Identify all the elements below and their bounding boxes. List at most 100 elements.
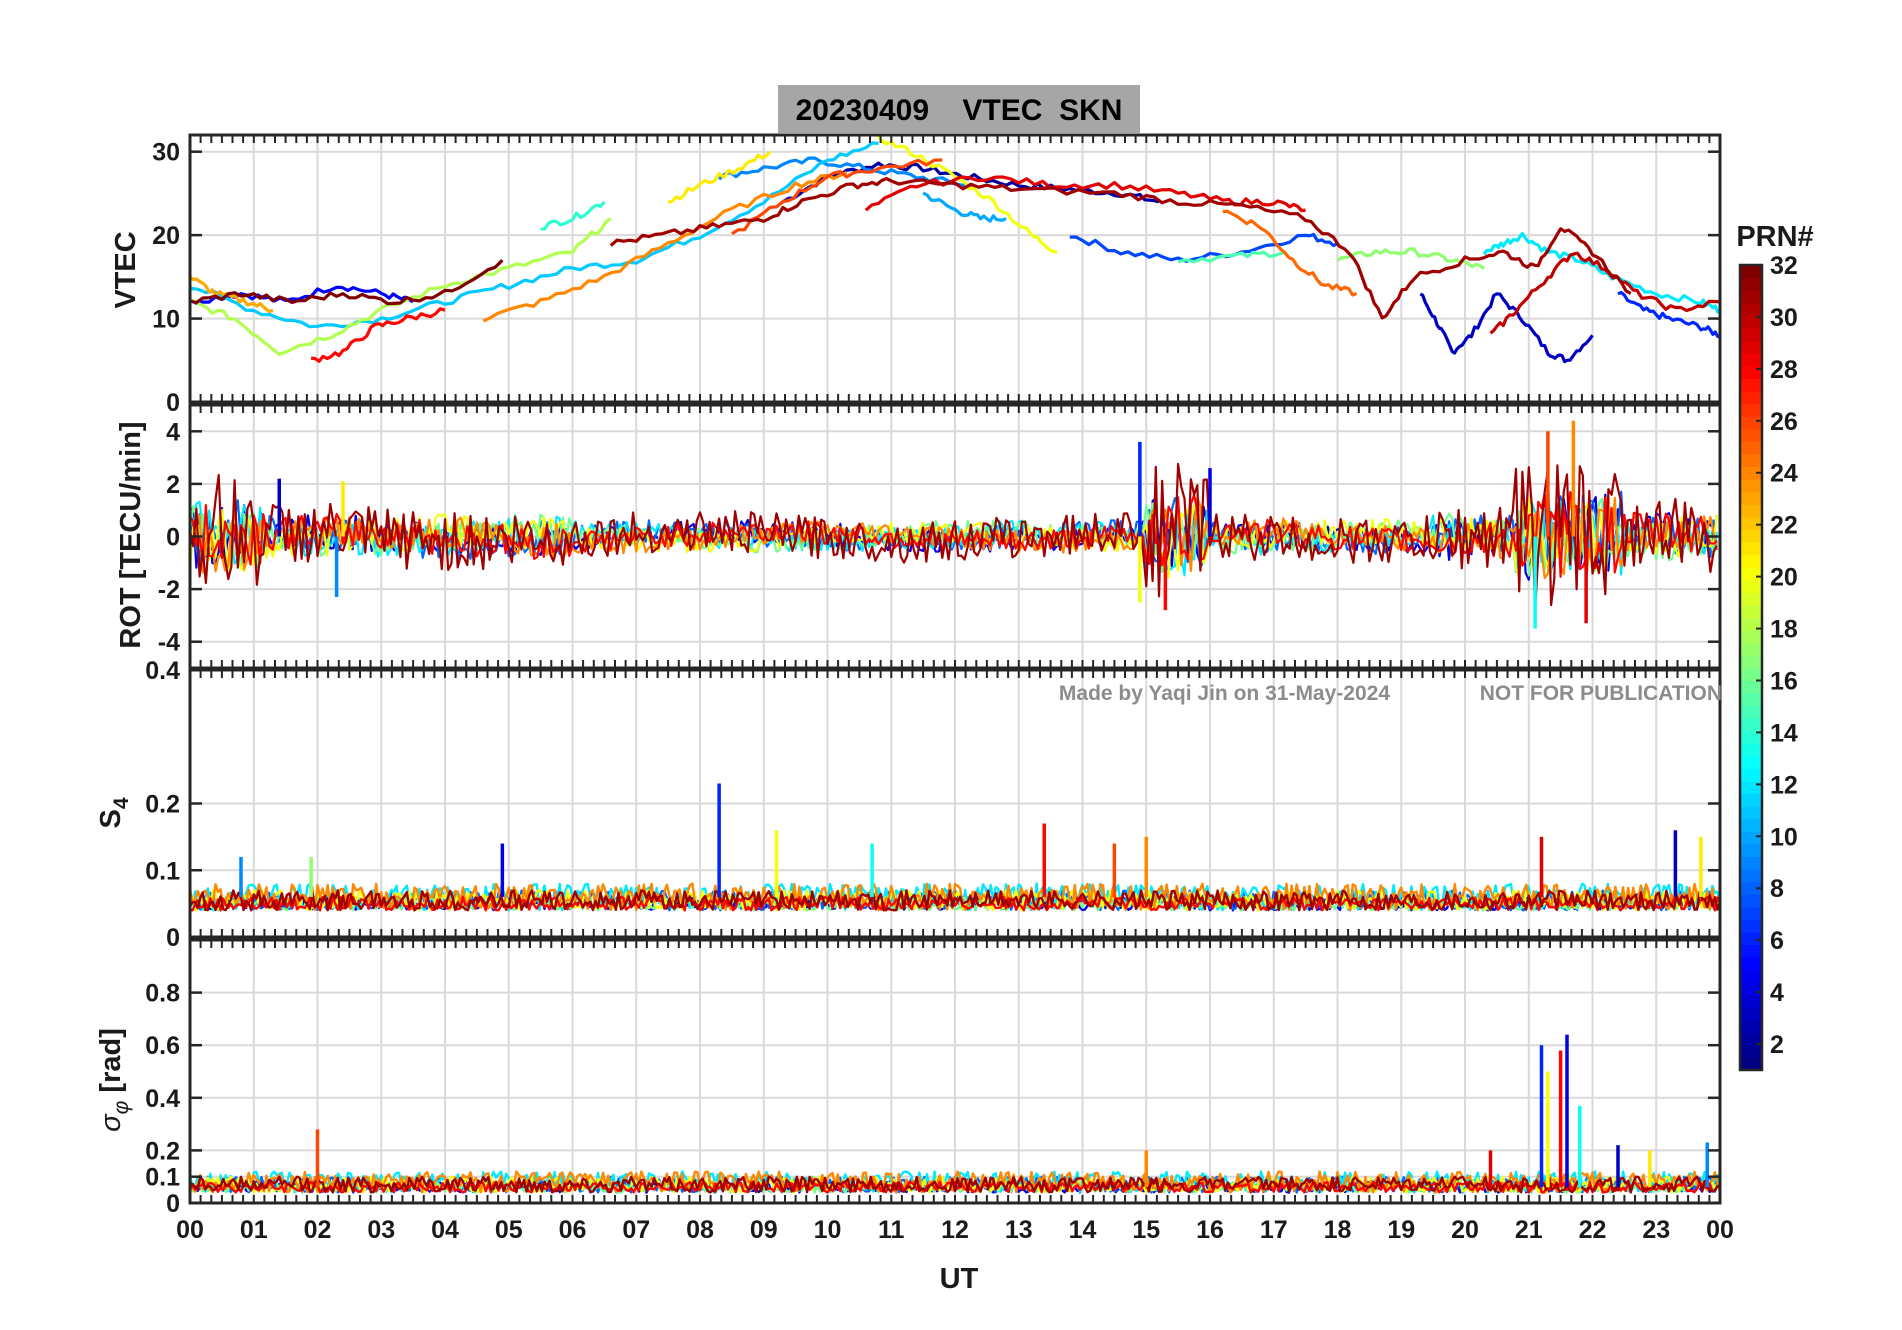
x-tick-label: 07 (622, 1216, 650, 1244)
x-tick-label: 02 (304, 1216, 332, 1244)
x-tick-label: 16 (1196, 1216, 1224, 1244)
colorbar-segment (1740, 868, 1762, 883)
colorbar-tick-label: 30 (1770, 304, 1798, 332)
rot-minor-ticks (189, 405, 1721, 668)
vtec-series-prn-24 (482, 171, 848, 323)
vtec-series-prn-11 (190, 141, 879, 329)
colorbar-segment (1740, 780, 1762, 795)
colorbar-segment (1740, 768, 1762, 782)
vtec-series-prn-6 (1617, 290, 1720, 338)
colorbar-segment (1740, 919, 1762, 933)
chart-title-box (778, 85, 1140, 133)
colorbar-segment (1740, 969, 1762, 983)
vtec-ytick-label: 10 (152, 306, 180, 334)
colorbar-segment (1740, 743, 1762, 757)
colorbar-tick-label: 10 (1770, 823, 1798, 851)
sigma_phi-trace-prn-31 (190, 1175, 1720, 1194)
colorbar-segment (1740, 982, 1762, 996)
sigma_phi-minor-ticks (189, 940, 1721, 1203)
sigma_phi-ytick-label: 0.6 (145, 1032, 180, 1060)
rot-panel: -4 -2 0 2 4 (158, 403, 1722, 670)
s4-ytick-label: 0 (166, 924, 180, 952)
colorbar-tick-label: 18 (1770, 616, 1798, 644)
x-tick-label: 09 (750, 1216, 778, 1244)
rot-ytick-label: -2 (158, 576, 180, 604)
x-tick-label: 04 (431, 1216, 459, 1244)
colorbar-segment (1740, 390, 1762, 405)
vtec-series-prn-30 (1489, 251, 1720, 335)
x-tick-label: 17 (1260, 1216, 1288, 1244)
colorbar-segment (1740, 1057, 1762, 1071)
colorbar-segment (1740, 579, 1762, 593)
colorbar-segment (1740, 1007, 1762, 1021)
colorbar-segment (1740, 881, 1762, 895)
colorbar-segment (1740, 265, 1762, 279)
colorbar-segment (1740, 617, 1762, 631)
chart-title-text: 20230409 VTEC SKN (796, 94, 1123, 127)
colorbar-segment (1740, 403, 1762, 417)
sigma_phi-trace-prn-24 (190, 1170, 1720, 1194)
sigma-phi-ylabel: σφ [rad] (95, 1028, 133, 1132)
colorbar-segment (1740, 327, 1762, 342)
colorbar-tick-label: 4 (1770, 979, 1784, 1007)
x-axis-tick-labels: 00 01 02 03 04 05 06 07 08 09 10 11 12 13 14 15 16 17 18 19… (176, 1216, 1734, 1244)
colorbar-segment (1740, 642, 1762, 656)
x-tick-label: 01 (240, 1216, 268, 1244)
vtec-series-prn-18 (190, 217, 612, 356)
colorbar-segment (1740, 478, 1762, 493)
colorbar-segment (1740, 554, 1762, 568)
colorbar-segment (1740, 692, 1762, 707)
vtec-series-prn-2 (782, 161, 1160, 204)
x-tick-label: 23 (1642, 1216, 1670, 1244)
vtec-ytick-label: 20 (152, 222, 180, 250)
vtec-minor-ticks (189, 135, 1721, 402)
colorbar-segment (1740, 604, 1762, 618)
colorbar-tick-label: 24 (1770, 460, 1798, 488)
colorbar-tick-label: 16 (1770, 667, 1798, 695)
colorbar-frame (1738, 263, 1764, 1072)
rot-ytick-label: 2 (166, 471, 180, 499)
rot-plot-area (190, 420, 1718, 629)
colorbar-segment (1740, 944, 1762, 958)
vtec-ytick-label: 30 (152, 139, 180, 167)
s4-trace-prn-28 (190, 895, 1720, 912)
rot-ytick-label: 0 (166, 524, 180, 552)
sigma_phi-plot-area (190, 1034, 1720, 1194)
sigma_phi-ytick-label: 0.8 (145, 980, 180, 1008)
watermark-notice: NOT FOR PUBLICATION (1480, 682, 1722, 705)
colorbar-segment (1740, 415, 1762, 430)
colorbar-segment (1740, 353, 1762, 367)
x-tick-label: 15 (1132, 1216, 1160, 1244)
colorbar-segment (1740, 843, 1762, 857)
colorbar-tick-label: 8 (1770, 875, 1784, 903)
colorbar-segment (1740, 956, 1762, 971)
colorbar-tick-label: 26 (1770, 408, 1798, 436)
colorbar-tick-label: 20 (1770, 564, 1798, 592)
colorbar-segment (1740, 994, 1762, 1008)
s4-ylabel-text: S4 (95, 797, 133, 828)
colorbar-segment (1740, 466, 1762, 480)
rot-trace-prn-31 (190, 462, 1718, 612)
vtec-series-prn-3 (1419, 292, 1594, 364)
vtec-series-prn-15 (1177, 250, 1287, 264)
vtec-plot-area (190, 135, 1720, 364)
colorbar-title: PRN# (1736, 221, 1813, 253)
colorbar-segment (1740, 805, 1762, 820)
sigma_phi-ytick-label: 0 (166, 1190, 180, 1218)
colorbar-segment (1740, 504, 1762, 518)
vtec-series-prn-28 (310, 307, 446, 363)
colorbar-segment (1740, 1044, 1762, 1059)
s4-minor-ticks (189, 670, 1721, 937)
x-tick-label: 19 (1387, 1216, 1415, 1244)
sigma_phi-ytick-label: 0.2 (145, 1137, 180, 1165)
colorbar-segment (1740, 290, 1762, 304)
colorbar-segment (1740, 906, 1762, 920)
colorbar-segment (1740, 730, 1762, 744)
x-tick-label: 14 (1069, 1216, 1097, 1244)
colorbar-segment (1740, 277, 1762, 291)
sigma_phi-grid (189, 940, 1721, 1204)
x-tick-label: 10 (814, 1216, 842, 1244)
colorbar-segment (1740, 667, 1762, 681)
x-tick-label: 03 (367, 1216, 395, 1244)
